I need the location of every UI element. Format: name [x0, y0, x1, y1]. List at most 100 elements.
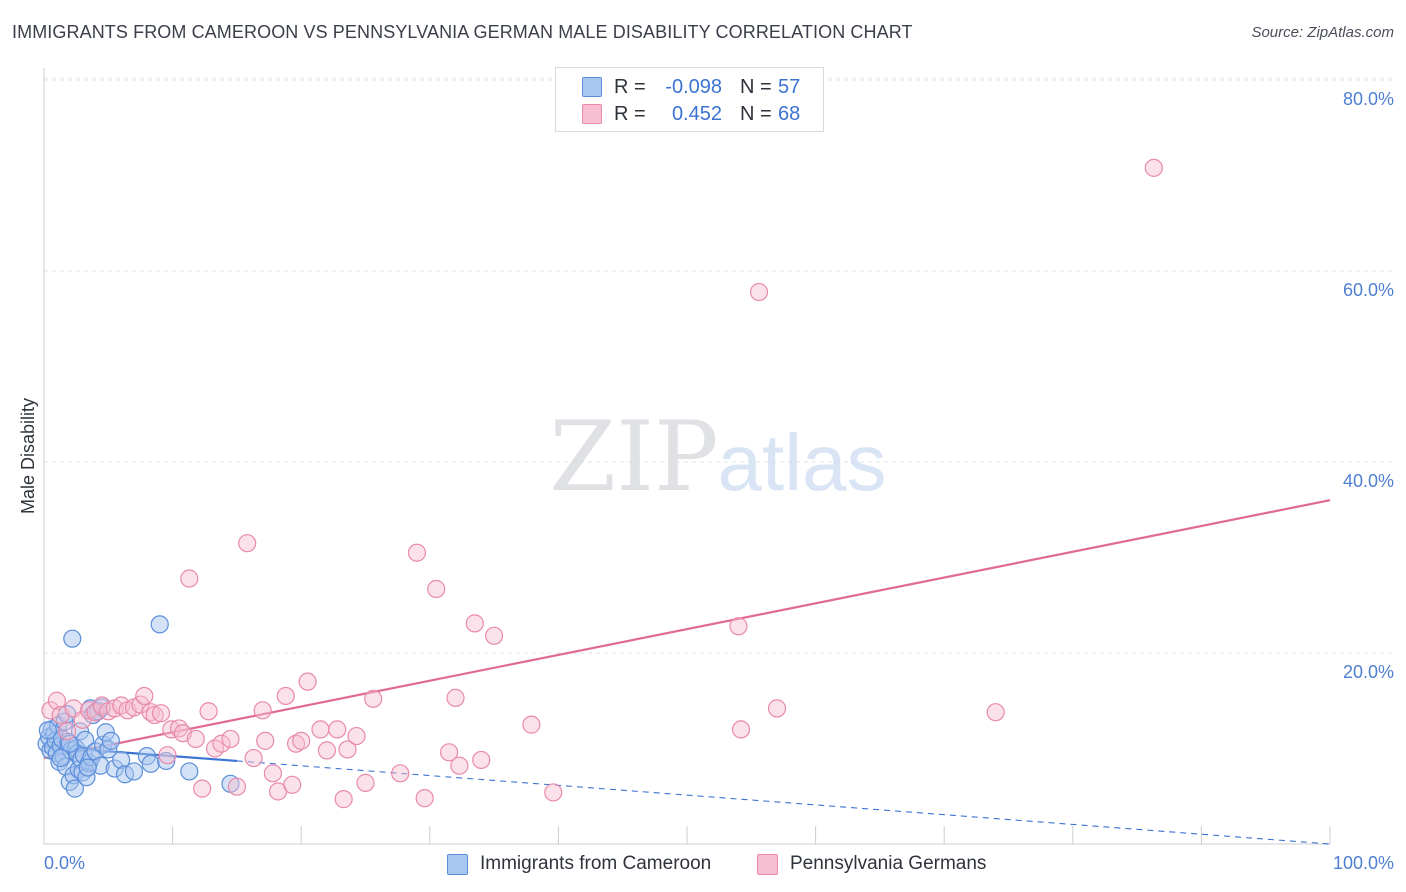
data-point-penn — [485, 626, 504, 645]
data-point-penn — [283, 775, 302, 794]
data-point-penn — [729, 617, 748, 636]
data-point-cameroon — [157, 751, 176, 771]
bottom-legend-swatch-penn — [757, 853, 778, 875]
data-point-penn — [317, 741, 337, 760]
data-point-cameroon — [38, 721, 57, 740]
y-tick-label: 20.0% — [1343, 662, 1394, 682]
data-point-penn — [415, 789, 434, 808]
data-point-penn — [311, 720, 330, 739]
data-point-penn — [193, 779, 212, 798]
bottom-legend-label-penn: Pennsylvania Germans — [790, 853, 987, 874]
data-point-penn — [186, 729, 205, 749]
y-tick-label: 80.0% — [1343, 89, 1394, 109]
data-point-cameroon — [78, 758, 97, 777]
trend-line-cameroon-dashed — [236, 760, 1331, 845]
x-tick-label: 100.0% — [1333, 853, 1394, 873]
data-point-penn — [767, 699, 787, 718]
data-point-penn — [86, 703, 105, 722]
data-point-penn — [47, 691, 66, 710]
legend-r-label: R = — [614, 102, 646, 125]
bottom-legend-swatch-cameroon — [447, 853, 468, 875]
data-point-penn — [199, 702, 218, 721]
data-point-cameroon — [124, 762, 144, 781]
data-point-penn — [450, 756, 469, 775]
data-point-penn — [522, 715, 541, 734]
data-point-penn — [986, 703, 1005, 722]
data-point-penn — [58, 722, 77, 741]
tick-labels: 20.0% 40.0% 60.0% 80.0% 0.0% 100.0% — [44, 89, 1394, 873]
data-point-penn — [749, 282, 769, 302]
data-point-penn — [298, 672, 317, 691]
data-point-penn — [135, 686, 154, 706]
data-point-penn — [238, 534, 257, 553]
data-point-penn — [221, 729, 240, 749]
legend-swatch-cameroon — [582, 77, 602, 97]
data-point-penn — [334, 790, 353, 809]
data-point-penn — [446, 688, 465, 707]
legend-n-label: N = — [740, 75, 772, 98]
data-point-penn — [1144, 158, 1163, 177]
bottom-legend-penn: Pennsylvania Germans — [757, 852, 986, 876]
data-point-penn — [472, 750, 491, 770]
legend-r-value: 0.452 — [671, 102, 722, 125]
data-point-penn — [145, 705, 164, 725]
data-point-cameroon — [180, 762, 199, 781]
chart-title: IMMIGRANTS FROM CAMEROON VS PENNSYLVANIA… — [12, 22, 913, 42]
data-point-penn — [427, 579, 446, 599]
legend-n-value: 57 — [778, 75, 801, 98]
series-penn-points — [41, 158, 1163, 809]
correlation-legend: R = -0.098 N = 57 R = 0.452 N = 68 — [555, 67, 824, 132]
x-tick-label: 0.0% — [44, 853, 85, 873]
data-point-penn — [41, 701, 60, 720]
data-point-penn — [151, 704, 171, 723]
data-point-penn — [180, 569, 199, 588]
data-point-cameroon — [63, 629, 82, 648]
data-point-penn — [158, 746, 177, 765]
y-axis-title: Male Disability — [18, 398, 38, 514]
data-point-cameroon — [65, 779, 84, 798]
data-point-penn — [356, 773, 375, 792]
data-point-penn — [256, 731, 275, 750]
data-point-penn — [286, 734, 306, 753]
data-point-penn — [465, 614, 484, 633]
data-point-penn — [276, 686, 295, 706]
watermark-zip: ZIP — [549, 401, 718, 513]
data-point-cameroon — [141, 754, 160, 773]
legend-row-penn: R = 0.452 N = 68 — [582, 102, 800, 126]
legend-row-cameroon: R = -0.098 N = 57 — [582, 75, 800, 99]
watermark-atlas: atlas — [718, 418, 887, 507]
data-point-cameroon — [101, 731, 120, 750]
axes — [43, 68, 1331, 845]
bottom-legend-cameroon: Immigrants from Cameroon — [447, 852, 711, 876]
data-point-penn — [328, 720, 347, 739]
y-tick-label: 40.0% — [1343, 471, 1394, 491]
legend-r-label: R = — [614, 75, 646, 98]
trend-line-penn — [43, 499, 1331, 760]
data-point-penn — [131, 695, 150, 714]
legend-r-value: -0.098 — [665, 75, 722, 98]
data-point-penn — [407, 543, 427, 562]
legend-n-label: N = — [740, 102, 772, 125]
data-point-penn — [731, 720, 751, 739]
data-point-penn — [212, 734, 231, 753]
gridlines — [44, 77, 1394, 654]
data-point-penn — [347, 726, 366, 746]
legend-n-value: 68 — [778, 102, 801, 125]
data-point-penn — [227, 777, 246, 796]
y-tick-label: 60.0% — [1343, 280, 1394, 300]
data-point-penn — [263, 764, 283, 783]
source-credit: Source: ZipAtlas.com — [1251, 24, 1394, 41]
data-point-penn — [338, 740, 357, 759]
data-point-penn — [244, 748, 263, 768]
data-point-penn — [292, 731, 311, 750]
data-point-penn — [253, 701, 272, 720]
data-point-penn — [162, 720, 181, 739]
data-point-penn — [391, 764, 410, 783]
data-point-cameroon — [51, 748, 70, 768]
data-point-penn — [544, 783, 563, 802]
data-point-penn — [364, 689, 383, 708]
legend-swatch-penn — [582, 104, 602, 124]
bottom-legend-label-cameroon: Immigrants from Cameroon — [480, 853, 712, 874]
data-point-cameroon — [150, 615, 169, 634]
